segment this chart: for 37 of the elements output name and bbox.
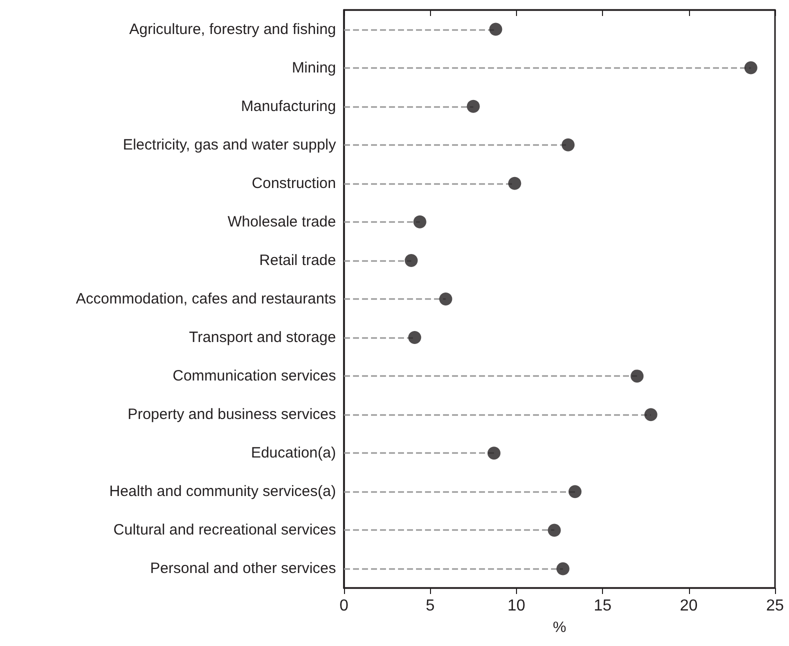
x-tick-label: 20	[680, 598, 698, 614]
point	[489, 22, 502, 36]
y-tick-label: Education(a)	[250, 444, 336, 462]
x-axis-title: %	[552, 619, 566, 636]
point	[630, 370, 644, 383]
point	[508, 176, 522, 190]
point	[562, 138, 575, 152]
x-tick-label: 0	[340, 598, 349, 614]
y-tick-label: Accommodation, cafes and restaurants	[76, 290, 336, 308]
x-tick-label: 5	[426, 598, 435, 614]
y-tick-label: Retail trade	[259, 252, 336, 269]
point	[744, 61, 758, 74]
x-tick-label: 25	[766, 598, 784, 614]
y-tick-label: Manufacturing	[240, 98, 336, 115]
y-tick-label: Health and community services(a)	[109, 483, 336, 500]
y-tick-label: Personal and other services	[150, 560, 336, 578]
y-tick-label: Transport and storage	[188, 329, 336, 346]
x-tick-label: 10	[508, 598, 526, 614]
point	[644, 408, 658, 422]
point	[439, 292, 452, 306]
point	[404, 254, 418, 267]
y-tick-label: Mining	[292, 59, 336, 76]
y-tick-label: Construction	[252, 174, 336, 192]
point	[556, 562, 570, 576]
point	[466, 100, 480, 113]
y-tick-label: Wholesale trade	[228, 213, 336, 230]
point	[548, 524, 561, 537]
point	[408, 331, 422, 344]
point	[488, 446, 500, 460]
x-tick-label: 15	[594, 598, 612, 614]
y-tick-label: Agriculture, forestry and fishing	[129, 20, 336, 38]
point	[568, 485, 582, 498]
y-tick-label: Communication services	[172, 368, 336, 385]
point	[413, 215, 426, 228]
y-tick-label: Electricity, gas and water supply	[122, 136, 336, 154]
y-tick-label: Cultural and recreational services	[113, 522, 336, 539]
y-tick-label: Property and business services	[128, 406, 336, 424]
